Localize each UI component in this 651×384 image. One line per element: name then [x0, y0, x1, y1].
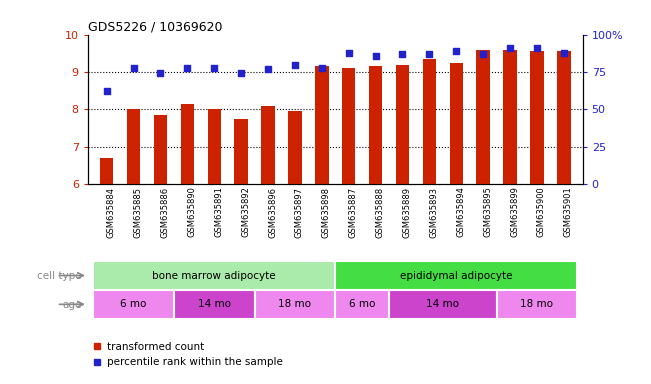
Bar [261, 106, 275, 184]
Point [209, 65, 219, 71]
Text: 18 mo: 18 mo [520, 299, 553, 310]
Point [478, 51, 488, 57]
Bar [208, 109, 221, 184]
Text: GSM635890: GSM635890 [187, 187, 197, 237]
Point [532, 45, 542, 51]
Text: 14 mo: 14 mo [198, 299, 230, 310]
Bar [335, 290, 389, 319]
Text: GSM635901: GSM635901 [564, 187, 573, 237]
Bar [255, 290, 335, 319]
Bar [477, 50, 490, 184]
Text: bone marrow adipocyte: bone marrow adipocyte [152, 270, 276, 281]
Text: GSM635896: GSM635896 [268, 187, 277, 238]
Point [424, 51, 435, 57]
Point [263, 66, 273, 72]
Bar [181, 104, 194, 184]
Text: 18 mo: 18 mo [279, 299, 311, 310]
Bar [93, 261, 335, 290]
Text: 6 mo: 6 mo [349, 299, 376, 310]
Bar [315, 66, 329, 184]
Point [182, 65, 193, 71]
Bar [288, 111, 301, 184]
Text: GSM635900: GSM635900 [537, 187, 546, 237]
Text: GDS5226 / 10369620: GDS5226 / 10369620 [88, 20, 223, 33]
Bar [154, 115, 167, 184]
Text: GSM635893: GSM635893 [430, 187, 438, 238]
Point [451, 48, 462, 54]
Bar [396, 65, 409, 184]
Text: GSM635892: GSM635892 [241, 187, 250, 237]
Text: GSM635895: GSM635895 [483, 187, 492, 237]
Text: GSM635887: GSM635887 [349, 187, 357, 238]
Text: GSM635889: GSM635889 [402, 187, 411, 238]
Bar [93, 290, 174, 319]
Text: GSM635886: GSM635886 [161, 187, 169, 238]
Text: age: age [62, 300, 81, 310]
Point [128, 65, 139, 71]
Text: GSM635897: GSM635897 [295, 187, 304, 238]
Bar [557, 51, 570, 184]
Point [505, 45, 515, 51]
Bar [450, 63, 463, 184]
Legend: transformed count, percentile rank within the sample: transformed count, percentile rank withi… [93, 342, 283, 367]
Point [102, 88, 112, 94]
Bar [335, 261, 577, 290]
Text: GSM635884: GSM635884 [107, 187, 116, 238]
Bar [422, 59, 436, 184]
Text: cell type: cell type [36, 271, 81, 281]
Point [316, 65, 327, 71]
Bar [497, 290, 577, 319]
Point [397, 51, 408, 57]
Point [156, 70, 166, 76]
Point [236, 70, 246, 76]
Text: GSM635898: GSM635898 [322, 187, 331, 238]
Text: GSM635888: GSM635888 [376, 187, 385, 238]
Bar [389, 290, 497, 319]
Bar [127, 109, 141, 184]
Bar [342, 68, 355, 184]
Text: 14 mo: 14 mo [426, 299, 460, 310]
Bar [530, 51, 544, 184]
Text: epididymal adipocyte: epididymal adipocyte [400, 270, 512, 281]
Bar [503, 50, 517, 184]
Bar [369, 66, 382, 184]
Point [344, 50, 354, 56]
Point [370, 53, 381, 59]
Text: 6 mo: 6 mo [120, 299, 146, 310]
Point [290, 61, 300, 68]
Bar [174, 290, 255, 319]
Text: GSM635885: GSM635885 [133, 187, 143, 238]
Bar [100, 158, 113, 184]
Text: GSM635894: GSM635894 [456, 187, 465, 237]
Text: GSM635899: GSM635899 [510, 187, 519, 237]
Point [559, 50, 569, 56]
Text: GSM635891: GSM635891 [214, 187, 223, 237]
Bar [234, 119, 248, 184]
